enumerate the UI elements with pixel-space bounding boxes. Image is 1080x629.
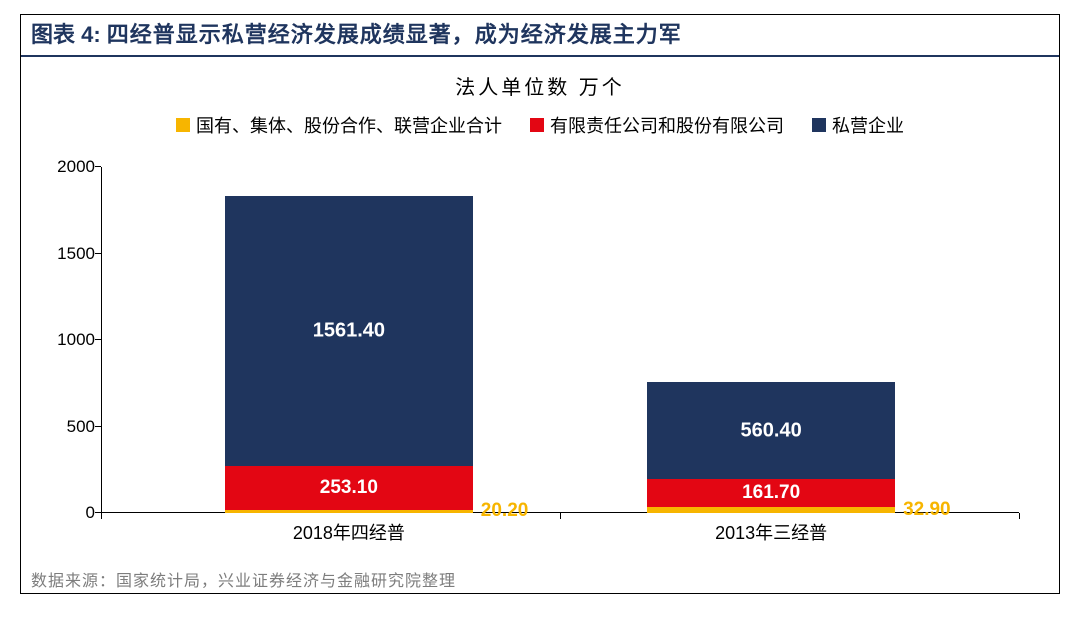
bar-group: 20.20253.101561.40 bbox=[225, 167, 473, 513]
bar-value-label: 161.70 bbox=[647, 482, 895, 504]
legend-label-llc: 有限责任公司和股份有限公司 bbox=[550, 112, 784, 138]
legend-label-private: 私营企业 bbox=[832, 112, 904, 138]
y-tick-label: 2000 bbox=[41, 157, 95, 177]
bar-segment-state bbox=[225, 510, 473, 513]
figure-frame: 图表 4: 四经普显示私营经济发展成绩显著，成为经济发展主力军 法人单位数 万个… bbox=[20, 14, 1060, 594]
legend-swatch-state bbox=[176, 118, 190, 132]
y-axis bbox=[101, 167, 102, 513]
bar-group: 32.90161.70560.40 bbox=[647, 167, 895, 513]
x-tick-label: 2013年三经普 bbox=[715, 519, 827, 545]
bar-value-label: 1561.40 bbox=[225, 319, 473, 342]
x-tick-label: 2018年四经普 bbox=[293, 519, 405, 545]
y-tick-mark bbox=[95, 339, 101, 340]
y-tick-label: 0 bbox=[41, 503, 95, 523]
figure-number: 图表 4: bbox=[31, 15, 101, 55]
legend-swatch-private bbox=[812, 118, 826, 132]
chart-area: 法人单位数 万个 国有、集体、股份合作、联营企业合计 有限责任公司和股份有限公司… bbox=[21, 57, 1059, 565]
figure-header: 图表 4: 四经普显示私营经济发展成绩显著，成为经济发展主力军 bbox=[21, 15, 1059, 57]
bar-value-label-side: 32.90 bbox=[903, 499, 951, 521]
bar-value-label: 253.10 bbox=[225, 477, 473, 499]
chart-legend: 国有、集体、股份合作、联营企业合计 有限责任公司和股份有限公司 私营企业 bbox=[21, 112, 1059, 138]
data-source: 数据来源：国家统计局，兴业证券经济与金融研究院整理 bbox=[31, 567, 456, 591]
legend-swatch-llc bbox=[530, 118, 544, 132]
legend-label-state: 国有、集体、股份合作、联营企业合计 bbox=[196, 112, 502, 138]
y-tick-mark bbox=[95, 166, 101, 167]
x-tick-mark bbox=[1019, 513, 1020, 519]
y-tick-label: 1500 bbox=[41, 244, 95, 264]
y-tick-mark bbox=[95, 426, 101, 427]
x-tick-mark bbox=[101, 513, 102, 519]
bar-value-label: 560.40 bbox=[647, 419, 895, 442]
legend-item-llc: 有限责任公司和股份有限公司 bbox=[530, 112, 784, 138]
figure-title: 四经普显示私营经济发展成绩显著，成为经济发展主力军 bbox=[107, 15, 682, 55]
y-tick-label: 1000 bbox=[41, 330, 95, 350]
y-tick-mark bbox=[95, 253, 101, 254]
x-tick-mark bbox=[560, 513, 561, 519]
legend-item-state: 国有、集体、股份合作、联营企业合计 bbox=[176, 112, 502, 138]
plot-area: 05001000150020002018年四经普20.20253.101561.… bbox=[101, 167, 1019, 513]
y-tick-label: 500 bbox=[41, 417, 95, 437]
chart-subtitle: 法人单位数 万个 bbox=[21, 71, 1059, 100]
bar-segment-state bbox=[647, 507, 895, 513]
bar-value-label-side: 20.20 bbox=[481, 500, 529, 522]
legend-item-private: 私营企业 bbox=[812, 112, 904, 138]
